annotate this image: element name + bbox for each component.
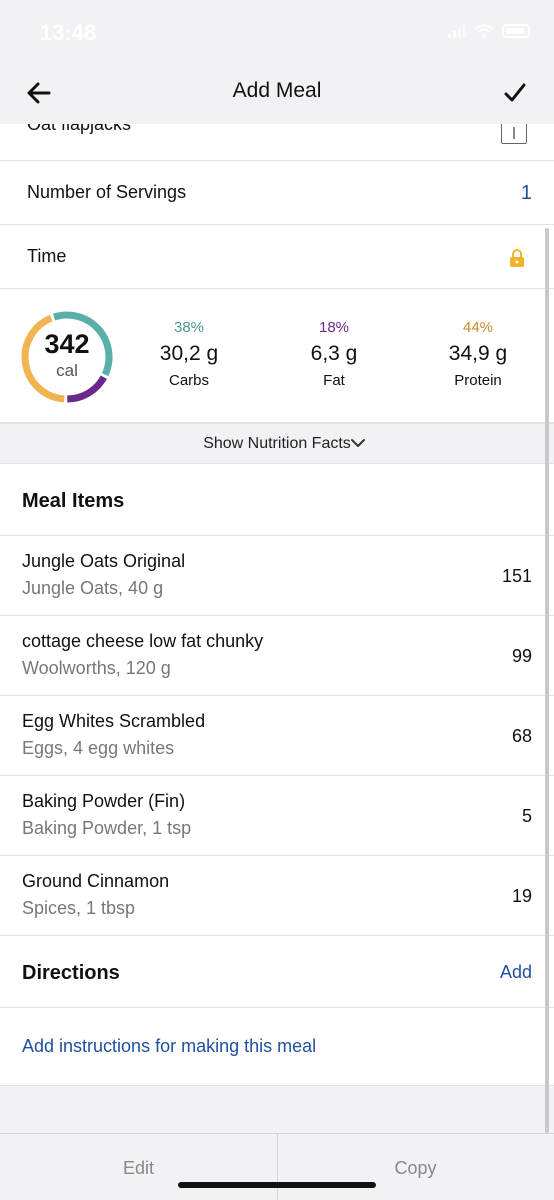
macro-summary: 342 cal 38% 30,2 g Carbs 18% 6,3 g Fat 4… xyxy=(0,289,554,423)
macro-protein: 44% 34,9 g Protein xyxy=(418,319,538,389)
meal-item-calories: 68 xyxy=(511,726,532,746)
battery-icon xyxy=(502,24,530,38)
meal-item-calories: 99 xyxy=(511,646,532,666)
carbs-ring-segment xyxy=(52,311,113,377)
instructions-row[interactable]: Add instructions for making this meal xyxy=(0,1008,554,1086)
cellular-signal-icon xyxy=(448,24,466,38)
fat-grams: 6,3 g xyxy=(310,342,358,365)
meal-item-detail: Spices, 1 tbsp xyxy=(22,898,136,918)
fat-percent: 18% xyxy=(318,319,350,336)
fat-label: Fat xyxy=(323,372,345,389)
status-time: 13:48 xyxy=(40,20,97,45)
meal-item-detail: Eggs, 4 egg whites xyxy=(22,738,175,758)
add-directions-button[interactable]: Add xyxy=(499,962,532,982)
carbs-grams: 30,2 g xyxy=(159,342,219,365)
protein-grams: 34,9 g xyxy=(448,342,508,365)
meal-item[interactable]: Ground Cinnamon Spices, 1 tbsp 19 xyxy=(0,856,554,936)
meal-item-name: Jungle Oats Original xyxy=(22,551,186,571)
back-arrow-icon[interactable] xyxy=(22,76,56,110)
meal-form: Oat flapjacks Number of Servings 1 Time … xyxy=(0,124,554,1086)
chevron-down-icon xyxy=(351,439,365,447)
calorie-ring xyxy=(21,311,113,403)
servings-value[interactable]: 1 xyxy=(520,182,532,204)
recipe-title-row[interactable]: Oat flapjacks xyxy=(0,124,554,161)
recipe-title: Oat flapjacks xyxy=(27,124,132,134)
time-label: Time xyxy=(27,246,67,266)
meal-item-calories: 5 xyxy=(521,806,532,826)
meal-item-calories: 151 xyxy=(501,566,532,586)
macro-fat: 18% 6,3 g Fat xyxy=(274,319,394,389)
meal-items-title: Meal Items xyxy=(22,490,125,512)
meal-item-name: Baking Powder (Fin) xyxy=(22,791,186,811)
macro-carbs: 38% 30,2 g Carbs xyxy=(129,319,249,389)
meal-item[interactable]: Jungle Oats Original Jungle Oats, 40 g 1… xyxy=(0,536,554,616)
meal-item-detail: Jungle Oats, 40 g xyxy=(22,578,164,598)
servings-label: Number of Servings xyxy=(27,182,187,202)
bottom-toolbar: Edit Copy xyxy=(0,1133,554,1200)
directions-title: Directions xyxy=(22,962,120,984)
carbs-percent: 38% xyxy=(173,319,205,336)
edit-button[interactable]: Edit xyxy=(122,1158,155,1178)
checkmark-icon[interactable] xyxy=(498,76,532,110)
toolbar-divider xyxy=(277,1134,278,1200)
meal-item[interactable]: cottage cheese low fat chunky Woolworths… xyxy=(0,616,554,696)
show-nutrition-facts-button[interactable]: Show Nutrition Facts xyxy=(0,423,554,464)
share-icon[interactable] xyxy=(501,124,527,144)
home-indicator xyxy=(178,1182,376,1188)
fat-ring-segment xyxy=(67,375,107,403)
protein-label: Protein xyxy=(454,372,502,389)
calorie-unit: cal xyxy=(56,361,78,380)
status-icons xyxy=(448,24,530,38)
page-title: Add Meal xyxy=(232,79,322,102)
status-bar: 13:48 xyxy=(0,0,554,62)
meal-item-name: Egg Whites Scrambled xyxy=(22,711,206,731)
wifi-icon xyxy=(474,24,494,38)
nav-bar: Add Meal xyxy=(0,62,554,124)
time-row[interactable]: Time xyxy=(0,225,554,289)
scrollbar[interactable] xyxy=(545,228,549,1133)
carbs-label: Carbs xyxy=(168,372,209,389)
meal-items-header: Meal Items xyxy=(0,464,554,536)
protein-ring-segment xyxy=(21,314,65,403)
meal-item[interactable]: Egg Whites Scrambled Eggs, 4 egg whites … xyxy=(0,696,554,776)
servings-row[interactable]: Number of Servings 1 xyxy=(0,161,554,225)
directions-header: Directions Add xyxy=(0,936,554,1008)
meal-item-detail: Woolworths, 120 g xyxy=(22,658,171,678)
calorie-value: 342 xyxy=(44,329,90,359)
meal-item-calories: 19 xyxy=(511,886,532,906)
add-instructions-link[interactable]: Add instructions for making this meal xyxy=(22,1036,317,1056)
show-nutrition-facts-label: Show Nutrition Facts xyxy=(203,435,351,452)
protein-percent: 44% xyxy=(462,319,494,336)
meal-item-detail: Baking Powder, 1 tsp xyxy=(22,818,192,838)
lock-icon xyxy=(510,249,524,267)
meal-item-name: Ground Cinnamon xyxy=(22,871,170,891)
copy-button[interactable]: Copy xyxy=(394,1158,437,1178)
meal-item[interactable]: Baking Powder (Fin) Baking Powder, 1 tsp… xyxy=(0,776,554,856)
meal-item-name: cottage cheese low fat chunky xyxy=(22,631,264,651)
